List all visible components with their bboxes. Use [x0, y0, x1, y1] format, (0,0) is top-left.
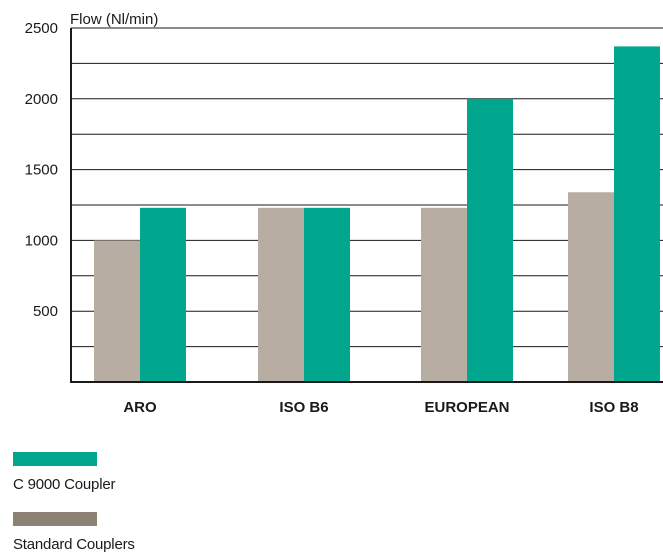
bar-c9000 [614, 46, 660, 383]
bar-standard [94, 240, 140, 382]
y-tick-label: 500 [33, 303, 58, 320]
category-labels: ARO ISO B6 EUROPEAN ISO B8 [123, 399, 638, 416]
legend-item-standard: Standard Couplers [13, 512, 135, 553]
y-tick-labels: 500 1000 1500 2000 2500 [25, 20, 58, 320]
y-tick-label: 1000 [25, 232, 58, 249]
category-label: EUROPEAN [424, 399, 509, 416]
category-label: ISO B8 [589, 399, 638, 416]
y-axis-label: Flow (Nl/min) [70, 11, 158, 28]
legend-swatch-standard [13, 512, 97, 526]
bar-standard [568, 192, 614, 382]
bar-c9000 [304, 207, 350, 382]
bar-standard [258, 207, 304, 382]
bar-chart: Flow (Nl/min) 500 1000 1500 2000 2500 ARO ISO… [25, 11, 663, 416]
bars [94, 46, 660, 383]
y-tick-label: 2500 [25, 20, 58, 37]
bar-c9000 [140, 207, 186, 382]
bar-standard [421, 207, 467, 382]
legend-label-standard: Standard Couplers [13, 536, 135, 553]
bar-c9000 [467, 98, 513, 383]
legend-swatch-c9000 [13, 452, 97, 466]
legend-label-c9000: C 9000 Coupler [13, 476, 116, 493]
legend-item-c9000: C 9000 Coupler [13, 452, 115, 493]
y-tick-label: 2000 [25, 91, 58, 108]
category-label: ISO B6 [279, 399, 328, 416]
category-label: ARO [123, 399, 157, 416]
y-tick-label: 1500 [25, 162, 58, 179]
